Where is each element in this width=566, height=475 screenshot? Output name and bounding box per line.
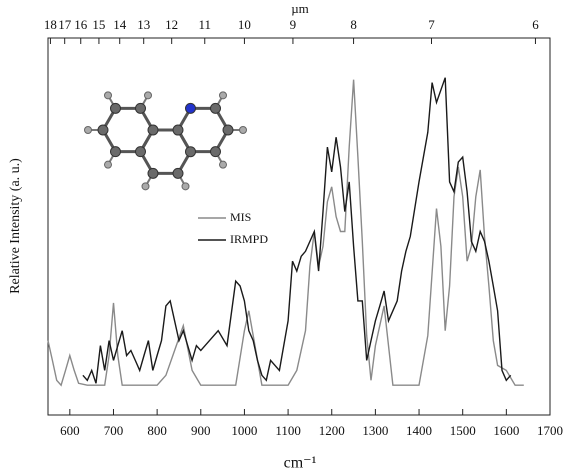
c-atom — [110, 146, 121, 158]
c-atom — [222, 124, 234, 136]
top-tick-label: 7 — [428, 17, 435, 32]
top-axis-label: µm — [291, 1, 309, 16]
top-tick-label: 14 — [113, 17, 127, 32]
h-atom — [104, 160, 112, 169]
legend-label: MIS — [230, 210, 251, 224]
top-tick-label: 18 — [44, 17, 57, 32]
x-tick-label: 1000 — [231, 423, 257, 438]
x-tick-label: 600 — [60, 423, 80, 438]
top-tick-label: 10 — [238, 17, 251, 32]
x-tick-label: 1100 — [275, 423, 301, 438]
c-atom — [97, 124, 109, 136]
n-atom — [185, 102, 196, 114]
c-atom — [210, 102, 221, 114]
x-tick-label: 700 — [104, 423, 124, 438]
molecule-inset — [84, 91, 247, 191]
top-tick-label: 6 — [532, 17, 539, 32]
x-tick-label: 900 — [191, 423, 211, 438]
c-atom — [135, 102, 146, 114]
top-tick-label: 15 — [92, 17, 105, 32]
top-tick-label: 17 — [58, 17, 72, 32]
h-atom — [141, 182, 150, 191]
c-atom — [185, 146, 196, 158]
c-atom — [110, 102, 121, 114]
series-line — [82, 77, 512, 384]
c-atom — [172, 167, 184, 179]
top-tick-label: 8 — [350, 17, 357, 32]
h-atom — [239, 126, 247, 134]
h-atom — [219, 91, 227, 100]
h-atom — [104, 91, 112, 100]
c-atom — [147, 167, 159, 179]
series-line — [47, 79, 524, 387]
top-tick-label: 12 — [165, 17, 178, 32]
h-atom — [84, 126, 92, 134]
c-atom — [210, 146, 221, 158]
x-tick-label: 1600 — [493, 423, 519, 438]
top-tick-label: 16 — [74, 17, 88, 32]
top-tick-label: 11 — [198, 17, 211, 32]
h-atom — [144, 91, 152, 100]
x-tick-label: 800 — [147, 423, 167, 438]
c-atom — [147, 124, 159, 136]
c-atom — [172, 124, 184, 136]
h-atom — [219, 160, 227, 169]
x-axis-label: cm⁻¹ — [284, 455, 317, 472]
x-tick-label: 1700 — [537, 423, 563, 438]
x-tick-label: 1500 — [450, 423, 476, 438]
top-tick-label: 9 — [290, 17, 297, 32]
h-atom — [181, 182, 190, 191]
y-axis-label: Relative Intensity (a. u.) — [8, 158, 23, 294]
c-atom — [135, 146, 146, 158]
top-tick-label: 13 — [137, 17, 150, 32]
legend-label: IRMPD — [230, 232, 268, 246]
x-tick-label: 1300 — [362, 423, 388, 438]
x-tick-label: 1400 — [406, 423, 432, 438]
plot-frame — [47, 37, 551, 416]
x-tick-label: 1200 — [319, 423, 345, 438]
